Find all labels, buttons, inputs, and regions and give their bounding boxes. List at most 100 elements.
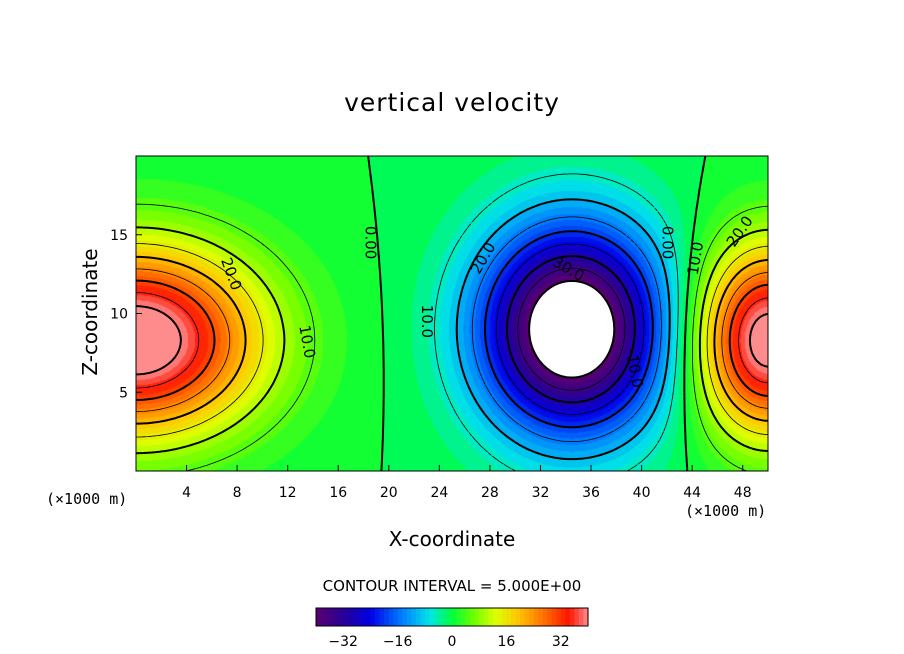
colorbar-swatch — [551, 608, 557, 626]
colorbar-swatch — [316, 608, 322, 626]
colorbar-swatch — [488, 608, 494, 626]
colorbar-swatch — [529, 608, 535, 626]
colorbar-swatch — [510, 608, 517, 626]
colorbar-swatch — [384, 608, 390, 626]
colorbar-swatch — [415, 608, 421, 626]
colorbar-swatch — [397, 608, 403, 626]
contour-label-7: 10.0 — [684, 240, 708, 276]
colorbar-swatch — [479, 608, 485, 626]
x-tick-label: 32 — [532, 485, 550, 501]
colorbar-swatch — [379, 608, 385, 626]
colorbar-swatch — [370, 608, 376, 626]
colorbar-swatch — [429, 608, 435, 626]
colorbar-tick-label: 32 — [552, 634, 570, 650]
x-tick-label: 16 — [329, 485, 347, 501]
colorbar-frame — [315, 607, 589, 627]
colorbar-swatch — [547, 608, 553, 626]
contour-line-15 — [136, 243, 769, 438]
colorbar-swatch — [388, 608, 394, 626]
colorbar-swatch — [560, 608, 566, 626]
x-tick-label: 12 — [279, 485, 297, 501]
colorbar — [315, 607, 589, 627]
colorbar-swatch — [483, 608, 489, 626]
colorbar-tick-label: −32 — [328, 634, 358, 650]
y-tick-label: 15 — [110, 228, 128, 244]
colorbar-swatch — [569, 608, 575, 626]
colorbar-swatch — [520, 608, 526, 626]
contour-line-neg35 — [517, 267, 626, 391]
colorbar-swatch — [424, 608, 430, 626]
colorbar-swatch — [442, 608, 449, 626]
colorbar-swatch — [583, 608, 589, 626]
colorbar-swatch — [501, 608, 507, 626]
colorbar-swatch — [411, 608, 417, 626]
colorbar-tick-label: 16 — [497, 634, 515, 650]
colorbar-swatch — [325, 608, 331, 626]
colorbar-swatch — [565, 608, 571, 626]
x-tick-label: 24 — [430, 485, 448, 501]
chart-title: vertical velocity — [344, 88, 560, 117]
colorbar-swatch — [433, 608, 439, 626]
contour-lines — [135, 155, 769, 472]
colorbar-swatch — [533, 608, 539, 626]
colorbar-swatch — [461, 608, 467, 626]
colorbar-swatch — [338, 608, 344, 626]
colorbar-swatch — [506, 608, 512, 626]
contour-line-neg30 — [506, 255, 636, 404]
colorbar-swatch — [447, 608, 453, 626]
contour-line-neg10 — [455, 198, 671, 461]
colorbar-tick-label: 0 — [448, 634, 457, 650]
colorbar-swatch — [524, 608, 530, 626]
x-tick-label: 48 — [734, 485, 752, 501]
colorbar-swatch — [365, 608, 371, 626]
colorbar-swatch — [320, 608, 326, 626]
colorbar-swatch — [352, 608, 358, 626]
contour-line-25 — [135, 268, 769, 412]
contour-label-1: 10.0 — [295, 324, 319, 360]
contour-line-10 — [135, 226, 769, 455]
colorbar-swatch — [361, 608, 367, 626]
x-tick-label: 44 — [683, 485, 701, 501]
x-tick-label: 8 — [233, 485, 242, 501]
contour-line-0 — [367, 155, 707, 472]
x-unit-label-right: (×1000 m) — [685, 502, 767, 520]
x-tick-label: 36 — [582, 485, 600, 501]
colorbar-swatch — [438, 608, 444, 626]
colorbar-swatch — [574, 608, 580, 626]
x-tick-label: 4 — [182, 485, 191, 501]
x-tick-label: 20 — [380, 485, 398, 501]
colorbar-swatch — [374, 608, 381, 626]
colorbar-swatch — [474, 608, 480, 626]
colorbar-swatch — [578, 608, 585, 626]
contour-line-neg25 — [495, 243, 645, 415]
contour-line-40 — [135, 305, 769, 376]
colorbar-swatch — [420, 608, 426, 626]
heatmap-field — [136, 156, 768, 471]
colorbar-swatch — [542, 608, 548, 626]
contour-label-6: 0.00 — [658, 226, 676, 259]
colorbar-swatch — [402, 608, 408, 626]
contour-label-2: 0.00 — [361, 226, 379, 259]
colorbar-swatch — [393, 608, 399, 626]
colorbar-swatch — [334, 608, 340, 626]
contour-line-neg20 — [484, 230, 654, 429]
colorbar-swatch — [347, 608, 353, 626]
colorbar-swatch — [465, 608, 471, 626]
x-axis-label: X-coordinate — [388, 527, 516, 551]
colorbar-swatch — [343, 608, 349, 626]
contour-label-5: 10.0 — [418, 305, 436, 338]
contour-line-35 — [135, 292, 769, 389]
colorbar-swatch — [406, 608, 412, 626]
colorbar-swatch — [492, 608, 498, 626]
colorbar-swatch — [452, 608, 458, 626]
colorbar-swatch — [356, 608, 362, 626]
contour-line-neg40 — [528, 280, 616, 379]
contour-line-20 — [136, 255, 769, 425]
x-tick-label: 40 — [633, 485, 651, 501]
contour-line-neg5 — [434, 173, 679, 472]
colorbar-tick-label: −16 — [383, 634, 413, 650]
colorbar-swatch — [497, 608, 503, 626]
y-tick-label: 5 — [119, 385, 128, 401]
colorbar-swatch — [538, 608, 544, 626]
